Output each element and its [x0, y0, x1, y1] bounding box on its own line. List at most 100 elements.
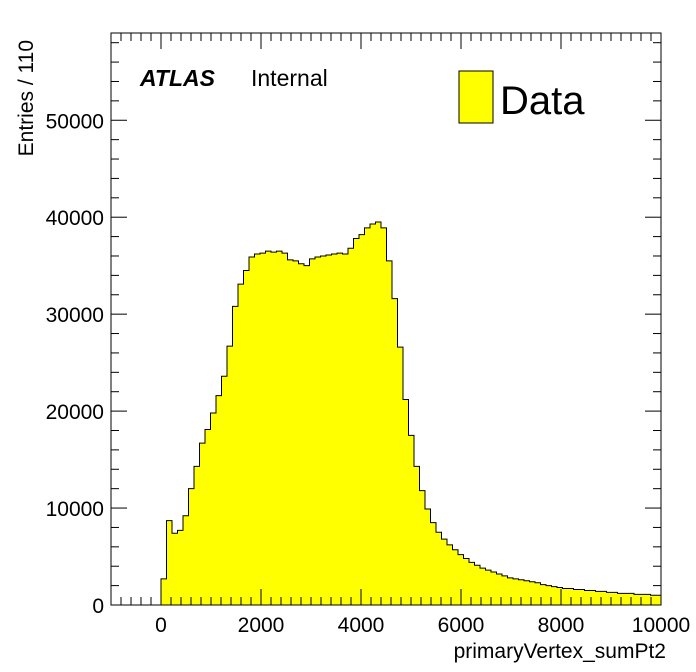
histogram-bin [414, 466, 420, 605]
histogram-bin [513, 578, 519, 605]
histogram-bin [342, 254, 349, 605]
x-tick-label: 2000 [238, 614, 285, 637]
histogram-bin [485, 570, 492, 605]
histogram-bin [612, 592, 618, 605]
histogram-bin [397, 347, 404, 605]
histogram-bin [502, 575, 508, 605]
histogram-bin [584, 590, 591, 605]
histogram-bin [331, 254, 338, 605]
histogram-bin [375, 222, 382, 605]
histogram-bin [579, 589, 585, 605]
histogram-bin [370, 223, 376, 605]
y-tick-label: 10000 [46, 498, 104, 521]
histogram-bin [232, 306, 239, 605]
histogram-bin [645, 594, 651, 605]
atlas-label: ATLAS [139, 65, 216, 91]
histogram-bin [436, 532, 442, 605]
histogram-bin [469, 562, 475, 605]
histogram-bin [634, 594, 640, 605]
histogram-bin [243, 270, 250, 605]
histogram-bin [249, 256, 255, 605]
histogram-bin [221, 376, 228, 605]
histogram-bin [161, 578, 167, 605]
histogram-bin [216, 395, 222, 605]
histogram-bin [480, 568, 486, 605]
histogram-bin [194, 466, 200, 605]
histogram-outline [160, 221, 662, 605]
histogram-bin [562, 588, 569, 605]
y-tick-label: 0 [92, 595, 104, 618]
y-axis-title: Entries / 110 [15, 40, 38, 156]
histogram-bin [529, 581, 536, 605]
histogram-bin [359, 234, 365, 605]
y-tick-label: 30000 [46, 304, 104, 327]
histogram-bin [623, 593, 629, 605]
histogram-bin [320, 255, 327, 606]
histogram-bin [447, 544, 453, 605]
histogram-bin [568, 588, 574, 605]
histogram-bin [309, 258, 316, 605]
histogram-bin [595, 591, 602, 605]
histogram-bin [524, 580, 530, 605]
x-tick-label: 8000 [538, 614, 585, 637]
histogram-bin [364, 227, 371, 605]
histogram-bin [183, 515, 189, 605]
histogram-bin [205, 429, 211, 605]
histogram-bin [590, 590, 596, 605]
histogram-bin [265, 251, 272, 605]
histogram-bin [177, 530, 184, 605]
y-tick-labels: 0 10000 20000 30000 40000 50000 [46, 110, 104, 618]
histogram-bin [287, 259, 294, 605]
histogram-bin [650, 595, 657, 605]
internal-label: Internal [251, 65, 328, 91]
x-tick-label: 0 [155, 614, 167, 637]
x-tick-label: 4000 [338, 614, 385, 637]
histogram-bin [656, 595, 662, 605]
histogram-bars [161, 222, 662, 606]
histogram-bin [381, 227, 387, 605]
histogram-bin [271, 252, 277, 605]
histogram-bin [601, 591, 607, 605]
legend-label: Data [500, 79, 585, 123]
histogram-bin [298, 263, 305, 605]
x-tick-label: 6000 [438, 614, 485, 637]
histogram-bin [403, 399, 409, 605]
histogram-bin [227, 346, 233, 605]
histogram-bin [463, 558, 470, 605]
histogram-bin [238, 284, 244, 605]
histogram-bin [452, 549, 459, 605]
histogram-bin [430, 522, 437, 605]
legend-swatch [458, 70, 494, 124]
histogram-bin [386, 260, 393, 605]
histogram-bin [282, 253, 288, 605]
histogram-bin [557, 587, 563, 605]
histogram-bin [276, 251, 283, 605]
histogram-bin [419, 490, 426, 605]
histogram-bin [551, 586, 558, 605]
histogram-bin [304, 265, 310, 605]
histogram-bin [348, 248, 354, 605]
histogram-bin [392, 298, 398, 605]
histogram-bin [491, 572, 497, 605]
histogram-bin [199, 443, 206, 605]
x-tick-label: 10000 [632, 614, 690, 637]
histogram-bin [518, 579, 525, 605]
histogram-bin [188, 488, 195, 605]
histogram-bin [326, 255, 332, 606]
histogram-bin [573, 589, 580, 605]
axis-ticks [110, 33, 662, 606]
histogram-bin [408, 435, 415, 605]
histogram-bin [254, 254, 261, 605]
histogram-bin [441, 539, 448, 605]
histogram-bin [617, 593, 624, 605]
y-tick-label: 20000 [46, 401, 104, 424]
plot-frame [110, 32, 662, 606]
x-tick-labels: 0 2000 4000 6000 8000 10000 [155, 614, 690, 637]
histogram-bin [639, 594, 646, 605]
histogram-bin [337, 253, 343, 605]
histogram-bin [166, 520, 173, 605]
histogram-bin [210, 413, 217, 605]
y-tick-label: 50000 [46, 110, 104, 133]
histogram-bin [535, 582, 541, 605]
